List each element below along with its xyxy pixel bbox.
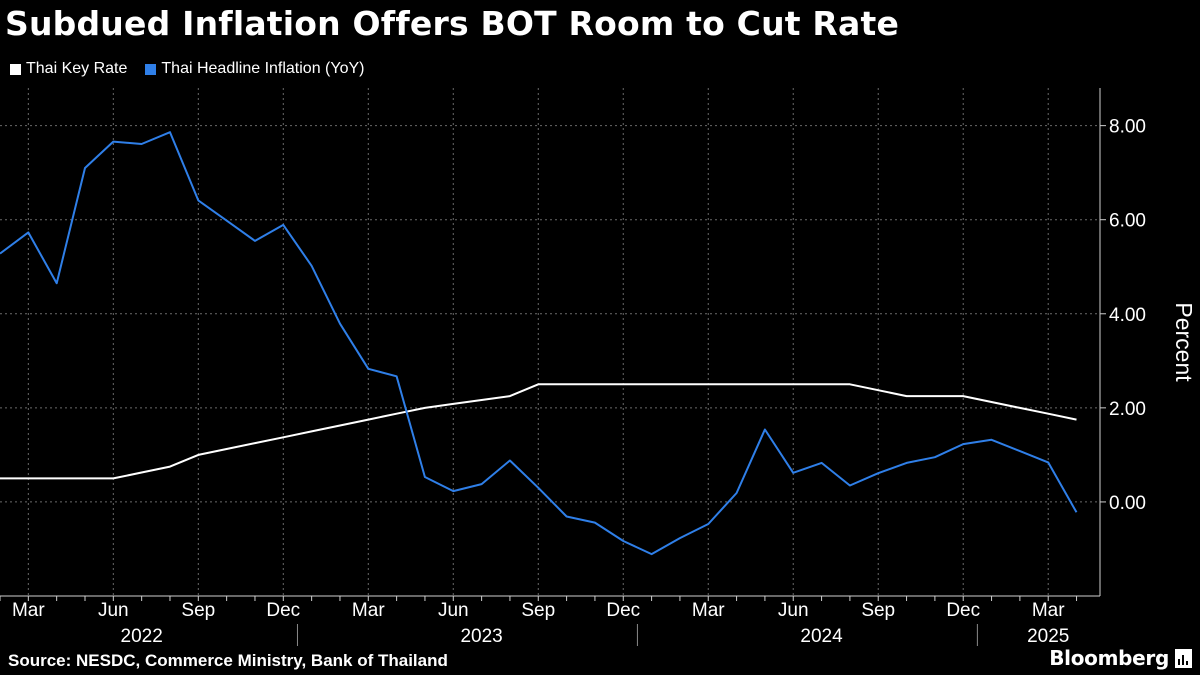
legend-item-key-rate: Thai Key Rate bbox=[10, 60, 127, 78]
legend-swatch-inflation bbox=[145, 63, 157, 75]
y-tick-label: 6.00 bbox=[1109, 211, 1146, 232]
bloomberg-logo-text: Bloomberg bbox=[1049, 646, 1169, 670]
chart-title: Subdued Inflation Offers BOT Room to Cut… bbox=[5, 4, 900, 43]
x-tick-label: Jun bbox=[438, 600, 469, 621]
x-tick-label: Mar bbox=[1032, 600, 1065, 621]
y-tick-label: 2.00 bbox=[1109, 399, 1146, 420]
x-tick-label: Sep bbox=[521, 600, 555, 621]
x-tick-label: Dec bbox=[606, 600, 640, 621]
y-tick-label: 4.00 bbox=[1109, 305, 1146, 326]
legend-label-inflation: Thai Headline Inflation (YoY) bbox=[161, 60, 365, 77]
x-tick-label: Mar bbox=[692, 600, 725, 621]
y-tick-label: 8.00 bbox=[1109, 117, 1146, 138]
series-line-key-rate bbox=[0, 383, 1077, 480]
source-note: Source: NESDC, Commerce Ministry, Bank o… bbox=[8, 651, 448, 670]
x-year-label: 2023 bbox=[460, 626, 502, 647]
x-year-label: 2025 bbox=[1027, 626, 1069, 647]
x-tick-label: Dec bbox=[266, 600, 300, 621]
legend-label-key-rate: Thai Key Rate bbox=[26, 60, 128, 77]
x-tick-label: Mar bbox=[352, 600, 385, 621]
x-year-label: 2022 bbox=[121, 626, 163, 647]
y-axis-label: Percent bbox=[1171, 302, 1197, 382]
x-tick-label: Mar bbox=[12, 600, 45, 621]
bloomberg-logo-icon bbox=[1175, 648, 1192, 668]
x-year-label: 2024 bbox=[800, 626, 843, 647]
x-tick-label: Sep bbox=[181, 600, 215, 621]
legend: Thai Key Rate Thai Headline Inflation (Y… bbox=[10, 60, 364, 78]
x-tick-label: Sep bbox=[861, 600, 895, 621]
x-tick-label: Jun bbox=[778, 600, 809, 621]
x-tick-label: Jun bbox=[98, 600, 129, 621]
legend-item-inflation: Thai Headline Inflation (YoY) bbox=[145, 60, 364, 78]
legend-swatch-key-rate bbox=[10, 63, 21, 75]
series-line-inflation bbox=[0, 131, 1078, 556]
x-tick-label: Dec bbox=[946, 600, 980, 621]
y-tick-label: 0.00 bbox=[1109, 493, 1146, 514]
brand: Bloomberg bbox=[1049, 646, 1192, 670]
